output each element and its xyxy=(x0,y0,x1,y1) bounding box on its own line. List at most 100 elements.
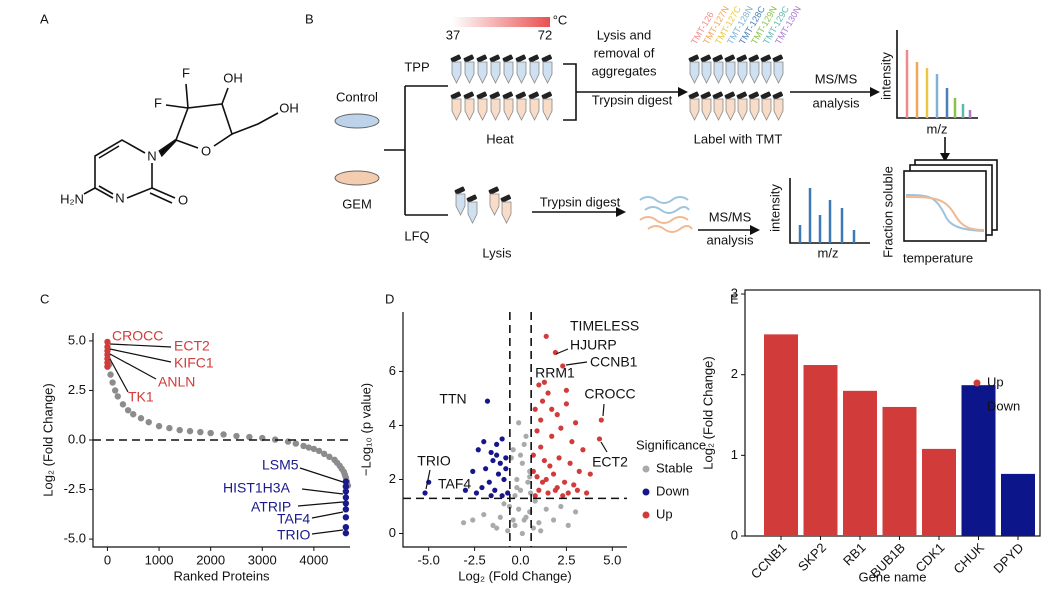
label: Trypsin digest xyxy=(592,92,673,107)
annotation: ECT2 xyxy=(592,454,628,470)
point xyxy=(481,439,487,445)
point xyxy=(501,476,507,483)
point xyxy=(523,433,529,439)
point xyxy=(499,493,505,499)
y-tick-label: 3 xyxy=(731,285,738,300)
legend-swatch xyxy=(973,379,981,387)
point xyxy=(470,468,476,474)
point xyxy=(567,460,573,466)
leader-line xyxy=(109,353,157,380)
tube-cap xyxy=(489,91,501,100)
panel-label: C xyxy=(40,291,49,306)
point xyxy=(539,479,546,485)
annotation: KIFC1 xyxy=(174,355,214,371)
point xyxy=(488,493,494,499)
tube xyxy=(761,61,772,84)
point xyxy=(486,479,492,485)
point xyxy=(326,453,333,461)
point xyxy=(342,494,350,501)
point xyxy=(534,428,540,434)
tube xyxy=(749,61,760,84)
point xyxy=(530,452,536,458)
label: MS/MS xyxy=(709,209,752,224)
point xyxy=(494,452,500,458)
tube xyxy=(689,98,700,121)
tube xyxy=(529,98,540,121)
tube xyxy=(749,98,760,121)
point xyxy=(534,474,540,480)
label: LFQ xyxy=(404,228,429,243)
tube-cap xyxy=(748,91,760,100)
tube xyxy=(451,98,462,121)
tube xyxy=(477,98,488,121)
tube-cap xyxy=(736,91,748,100)
leader-line xyxy=(425,469,431,490)
legend-title: Significance xyxy=(636,437,706,452)
label: Label with TMT xyxy=(694,131,783,146)
point xyxy=(550,471,557,477)
spectrum xyxy=(905,50,972,118)
legend-label: Down xyxy=(656,483,689,498)
tube xyxy=(489,193,500,216)
annotation: TK1 xyxy=(128,389,154,405)
tube-cap xyxy=(502,54,514,63)
bar xyxy=(764,334,798,536)
point xyxy=(565,522,571,528)
annotation: ATRIP xyxy=(251,499,291,515)
point xyxy=(519,460,525,466)
x-tick-label: CCNB1 xyxy=(748,540,790,582)
atom: OH xyxy=(279,100,299,115)
dish xyxy=(334,113,380,129)
point xyxy=(497,514,503,520)
tube xyxy=(490,61,501,84)
tube-cap xyxy=(712,91,724,100)
point xyxy=(484,398,491,404)
panel-label: D xyxy=(385,291,394,306)
point xyxy=(207,429,214,437)
panel-label: B xyxy=(305,11,314,26)
y-tick-label: -2.5 xyxy=(64,481,86,496)
peptide xyxy=(639,196,690,214)
tube xyxy=(713,98,724,121)
point xyxy=(499,436,505,442)
point xyxy=(580,447,586,453)
point xyxy=(130,411,137,418)
leader-line xyxy=(600,441,608,453)
y-tick-label: 0 xyxy=(731,527,738,542)
point xyxy=(572,509,579,515)
point xyxy=(536,520,542,526)
point xyxy=(490,457,496,464)
point xyxy=(342,514,350,521)
annotation: TAF4 xyxy=(438,476,471,492)
tube xyxy=(542,61,553,84)
atom: N xyxy=(147,148,156,163)
label: Trypsin digest xyxy=(540,194,621,209)
point xyxy=(538,444,544,450)
point xyxy=(470,517,476,523)
leader-line xyxy=(565,361,588,366)
connector xyxy=(384,85,448,216)
tube-cap xyxy=(712,54,724,63)
point xyxy=(541,379,547,385)
label: Fraction soluble xyxy=(880,166,895,258)
point xyxy=(483,466,489,472)
tube-cap xyxy=(760,54,772,63)
annotation: CCNB1 xyxy=(590,354,638,370)
y-axis-label: −Log₁₀ (p value) xyxy=(358,383,373,476)
bar xyxy=(922,448,956,536)
atom: F xyxy=(154,95,162,110)
point xyxy=(532,406,538,412)
y-tick-label: 6 xyxy=(389,363,396,378)
tube xyxy=(477,61,488,84)
legend-swatch xyxy=(642,488,650,496)
panel-label: A xyxy=(40,11,49,26)
y-tick-label: 0.0 xyxy=(68,431,86,446)
point xyxy=(166,424,173,432)
point xyxy=(560,493,566,499)
label: Control xyxy=(336,89,378,104)
leader-line xyxy=(297,501,344,507)
tube-cap xyxy=(724,54,736,63)
axis xyxy=(896,30,978,119)
tube-cap xyxy=(541,91,553,100)
legend-swatch xyxy=(973,403,981,411)
